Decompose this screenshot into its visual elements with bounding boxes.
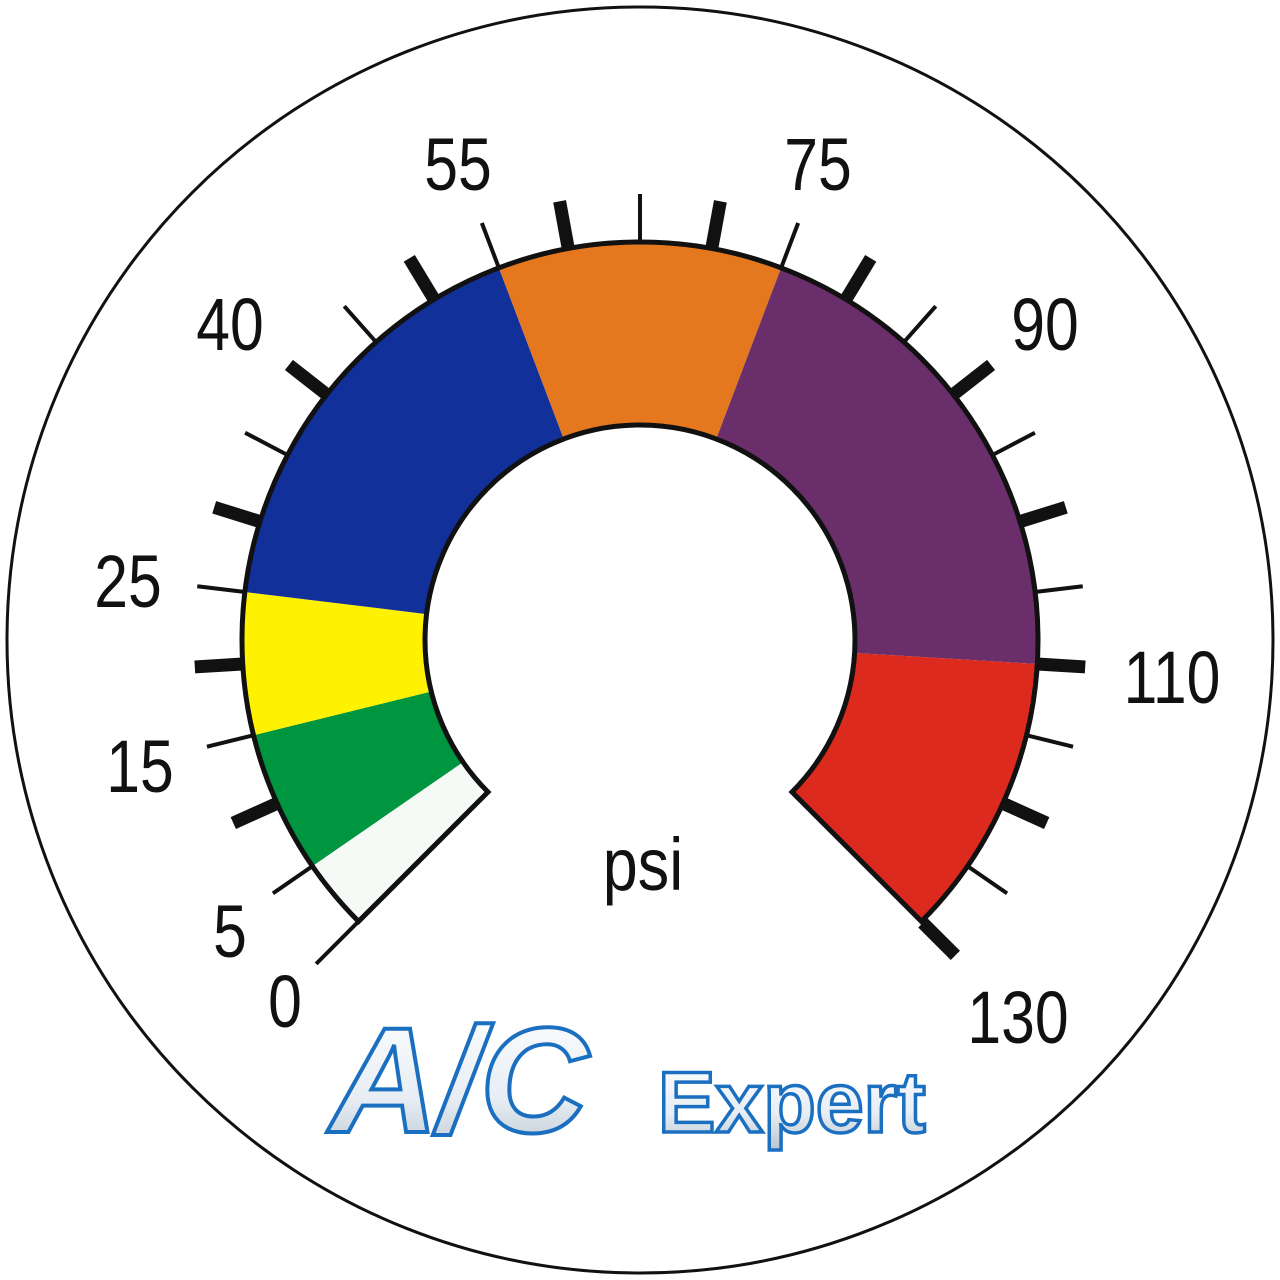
scale-label-0: 0 — [268, 961, 302, 1043]
svg-text:Expert: Expert — [658, 1055, 926, 1151]
gauge-outline — [239, 239, 1041, 925]
major-tick — [284, 359, 330, 399]
minor-tick — [314, 898, 382, 966]
major-tick — [194, 657, 242, 674]
scale-label-75: 75 — [784, 124, 851, 206]
minor-tick — [1036, 584, 1083, 594]
minor-tick — [206, 733, 253, 749]
band-110-130 — [792, 652, 1038, 922]
band-25-55 — [244, 267, 564, 615]
color-bands — [239, 239, 1041, 925]
scale-labels: 05 15 25 40 55 75 90 110 130 — [94, 124, 1220, 1059]
major-tick — [212, 501, 261, 528]
minor-tick — [968, 865, 1009, 896]
major-tick — [705, 200, 727, 248]
major-tick — [1019, 501, 1068, 528]
scale-label-55: 55 — [424, 124, 491, 206]
minor-tick — [993, 430, 1036, 456]
major-tick — [553, 200, 575, 248]
band-15-25 — [242, 592, 432, 736]
unit-label: psi — [603, 823, 683, 906]
major-tick — [230, 798, 278, 829]
major-tick — [403, 254, 439, 302]
scale-label-90: 90 — [1011, 284, 1078, 366]
minor-tick — [903, 304, 938, 342]
tick-marks — [194, 194, 1086, 966]
minor-tick — [197, 584, 244, 594]
minor-tick — [779, 222, 801, 267]
band-5-15 — [253, 691, 464, 867]
scale-label-25: 25 — [94, 541, 161, 623]
major-tick — [1038, 657, 1086, 674]
brand-logo: A/C Expert — [324, 994, 927, 1166]
major-tick — [950, 359, 996, 399]
band-75-110 — [716, 267, 1038, 665]
scale-label-40: 40 — [196, 284, 263, 366]
major-tick — [1002, 798, 1050, 829]
minor-tick — [342, 304, 377, 342]
minor-tick — [244, 430, 287, 456]
svg-text:A/C: A/C — [326, 996, 591, 1164]
scale-label-5: 5 — [213, 891, 247, 973]
scale-label-15: 15 — [106, 726, 173, 808]
minor-tick — [479, 222, 501, 267]
scale-label-130: 130 — [967, 977, 1068, 1059]
minor-tick — [1027, 733, 1074, 749]
band-0-5 — [312, 762, 488, 922]
major-tick — [841, 254, 877, 302]
major-tick — [918, 918, 960, 960]
minor-tick — [271, 865, 312, 896]
scale-label-110: 110 — [1124, 637, 1221, 719]
band-55-75 — [498, 241, 782, 439]
